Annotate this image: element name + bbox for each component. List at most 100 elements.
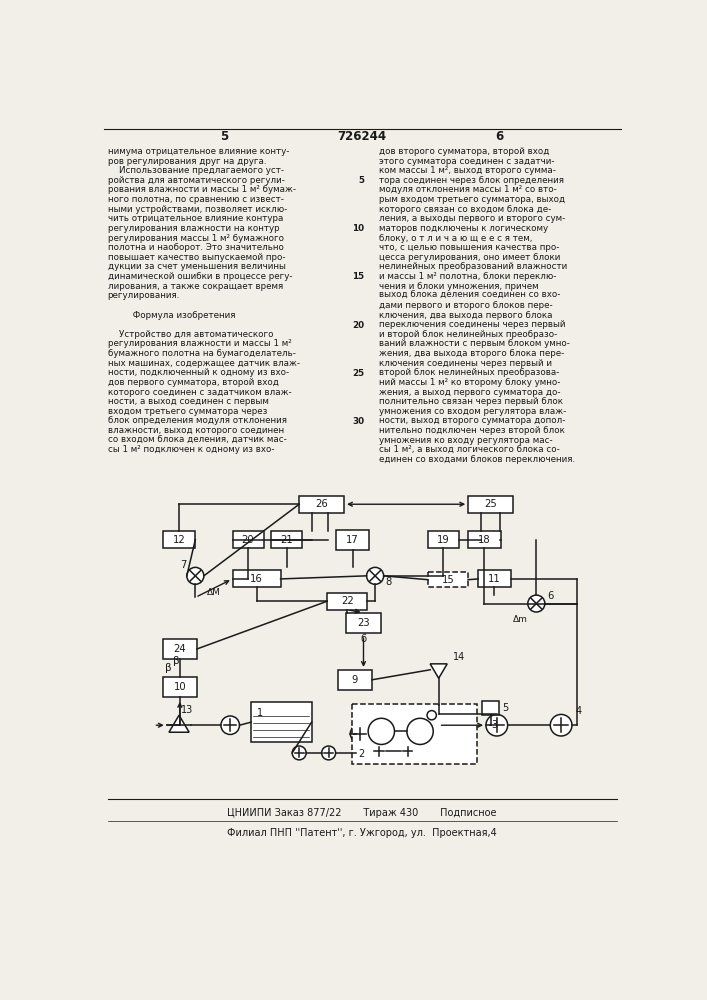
Text: что, с целью повышения качества про-: что, с целью повышения качества про- <box>379 243 559 252</box>
Text: сы 1 м² подключен к одному из вхо-: сы 1 м² подключен к одному из вхо- <box>107 445 274 454</box>
Circle shape <box>322 746 336 760</box>
Text: ний массы 1 м² ко второму блоку умно-: ний массы 1 м² ко второму блоку умно- <box>379 378 561 387</box>
Text: 24: 24 <box>173 644 186 654</box>
Circle shape <box>221 716 240 734</box>
Bar <box>271 531 303 548</box>
Text: ком массы 1 м², выход второго сумма-: ком массы 1 м², выход второго сумма- <box>379 166 556 175</box>
Text: дов второго сумматора, второй вход: дов второго сумматора, второй вход <box>379 147 549 156</box>
Text: β: β <box>165 663 172 673</box>
Text: ΔM: ΔM <box>207 588 221 597</box>
Text: 23: 23 <box>357 618 370 628</box>
Text: Устройство для автоматического: Устройство для автоматического <box>107 330 273 339</box>
Text: регулирования.: регулирования. <box>107 291 180 300</box>
Text: ров регулирования друг на друга.: ров регулирования друг на друга. <box>107 157 267 166</box>
Polygon shape <box>430 664 448 678</box>
Text: жения, два выхода второго блока пере-: жения, два выхода второго блока пере- <box>379 349 564 358</box>
Text: влажности, выход которого соединен: влажности, выход которого соединен <box>107 426 284 435</box>
Text: 7: 7 <box>180 560 186 570</box>
Text: Δm: Δm <box>513 615 528 624</box>
Text: 10: 10 <box>352 224 364 233</box>
Text: ности, подключенный к одному из вхо-: ности, подключенный к одному из вхо- <box>107 368 289 377</box>
Text: единен со входами блоков переключения.: единен со входами блоков переключения. <box>379 455 575 464</box>
Circle shape <box>372 744 386 758</box>
Text: умножения со входом регулятора влаж-: умножения со входом регулятора влаж- <box>379 407 566 416</box>
Text: модуля отклонения массы 1 м² со вто-: модуля отклонения массы 1 м² со вто- <box>379 185 556 194</box>
Circle shape <box>292 746 306 760</box>
Bar <box>233 570 281 587</box>
Text: динамической ошибки в процессе регу-: динамической ошибки в процессе регу- <box>107 272 292 281</box>
Text: нительно подключен через второй блок: нительно подключен через второй блок <box>379 426 565 435</box>
Text: и второй блок нелинейных преобразо-: и второй блок нелинейных преобразо- <box>379 330 557 339</box>
Text: чить отрицательное влияние контура: чить отрицательное влияние контура <box>107 214 283 223</box>
Text: Использование предлагаемого уст-: Использование предлагаемого уст- <box>107 166 284 175</box>
Bar <box>327 593 368 610</box>
Text: полнительно связан через первый блок: полнительно связан через первый блок <box>379 397 563 406</box>
Text: 26: 26 <box>315 499 328 509</box>
Text: этого сумматора соединен с задатчи-: этого сумматора соединен с задатчи- <box>379 157 554 166</box>
Text: 5: 5 <box>502 703 508 713</box>
Bar <box>468 496 513 513</box>
Text: переключения соединены через первый: переключения соединены через первый <box>379 320 566 329</box>
Circle shape <box>351 724 369 743</box>
Text: 4: 4 <box>575 706 581 716</box>
Text: выход блока деления соединен со вхо-: выход блока деления соединен со вхо- <box>379 291 561 300</box>
Text: маторов подключены к логическому: маторов подключены к логическому <box>379 224 548 233</box>
Text: полотна и наоборот. Это значительно: полотна и наоборот. Это значительно <box>107 243 284 252</box>
Text: 2: 2 <box>358 749 364 759</box>
Text: ключения, два выхода первого блока: ключения, два выхода первого блока <box>379 311 552 320</box>
Text: 8: 8 <box>385 577 392 587</box>
Text: лирования, а также сокращает время: лирования, а также сокращает время <box>107 282 283 291</box>
Text: дами первого и второго блоков пере-: дами первого и второго блоков пере- <box>379 301 553 310</box>
Text: 15: 15 <box>352 272 364 281</box>
Bar <box>163 531 195 548</box>
Text: блоку, о т л и ч а ю щ е е с я тем,: блоку, о т л и ч а ю щ е е с я тем, <box>379 234 532 243</box>
Text: 10: 10 <box>173 682 186 692</box>
Circle shape <box>368 718 395 744</box>
Text: и массы 1 м² полотна, блоки переклю-: и массы 1 м² полотна, блоки переклю- <box>379 272 556 281</box>
Text: со входом блока деления, датчик мас-: со входом блока деления, датчик мас- <box>107 436 286 445</box>
Text: Филиал ПНП ''Патент'', г. Ужгород, ул.  Проектная,4: Филиал ПНП ''Патент'', г. Ужгород, ул. П… <box>227 828 497 838</box>
Text: 21: 21 <box>281 535 293 545</box>
Bar <box>428 572 468 587</box>
Bar <box>299 496 344 513</box>
Text: регулирования массы 1 м² бумажного: регулирования массы 1 м² бумажного <box>107 234 284 243</box>
Bar <box>233 531 264 548</box>
Text: 11: 11 <box>488 574 501 584</box>
Text: ваний влажности с первым блоком умно-: ваний влажности с первым блоком умно- <box>379 339 570 348</box>
Text: чения и блоки умножения, причем: чения и блоки умножения, причем <box>379 282 539 291</box>
Polygon shape <box>169 715 189 732</box>
Text: которого соединен с задатчиком влаж-: которого соединен с задатчиком влаж- <box>107 388 291 397</box>
Text: ности, выход второго сумматора допол-: ности, выход второго сумматора допол- <box>379 416 566 425</box>
Text: ного полотна, по сравнению с извест-: ного полотна, по сравнению с извест- <box>107 195 284 204</box>
Text: 12: 12 <box>173 535 185 545</box>
Text: 25: 25 <box>352 369 364 378</box>
Bar <box>482 701 499 715</box>
Text: ности, а выход соединен с первым: ности, а выход соединен с первым <box>107 397 269 406</box>
Text: б: б <box>361 634 366 644</box>
Text: блок определения модуля отклонения: блок определения модуля отклонения <box>107 416 287 425</box>
Text: β: β <box>173 656 180 666</box>
Text: 17: 17 <box>346 535 359 545</box>
Text: входом третьего сумматора через: входом третьего сумматора через <box>107 407 267 416</box>
Text: ройства для автоматического регули-: ройства для автоматического регули- <box>107 176 285 185</box>
Circle shape <box>367 567 384 584</box>
Text: 726244: 726244 <box>337 130 387 143</box>
Bar <box>478 570 510 587</box>
Circle shape <box>427 711 436 720</box>
Text: дов первого сумматора, второй вход: дов первого сумматора, второй вход <box>107 378 279 387</box>
Text: второй блок нелинейных преобразова-: второй блок нелинейных преобразова- <box>379 368 559 377</box>
Text: 1: 1 <box>257 708 264 718</box>
Bar <box>352 704 477 764</box>
Text: Формула изобретения: Формула изобретения <box>107 311 235 320</box>
Text: умножения ко входу регулятора мас-: умножения ко входу регулятора мас- <box>379 436 553 445</box>
Circle shape <box>187 567 204 584</box>
Text: ключения соединены через первый и: ключения соединены через первый и <box>379 359 552 368</box>
Text: 19: 19 <box>437 535 450 545</box>
Text: сы 1 м², а выход логического блока со-: сы 1 м², а выход логического блока со- <box>379 445 560 454</box>
Text: регулирования влажности на контур: регулирования влажности на контур <box>107 224 279 233</box>
Text: 14: 14 <box>452 652 465 662</box>
Text: 13: 13 <box>180 705 193 715</box>
Bar <box>468 531 501 548</box>
Text: 9: 9 <box>352 675 358 685</box>
Text: ЦНИИПИ Заказ 877/22       Тираж 430       Подписное: ЦНИИПИ Заказ 877/22 Тираж 430 Подписное <box>227 808 497 818</box>
